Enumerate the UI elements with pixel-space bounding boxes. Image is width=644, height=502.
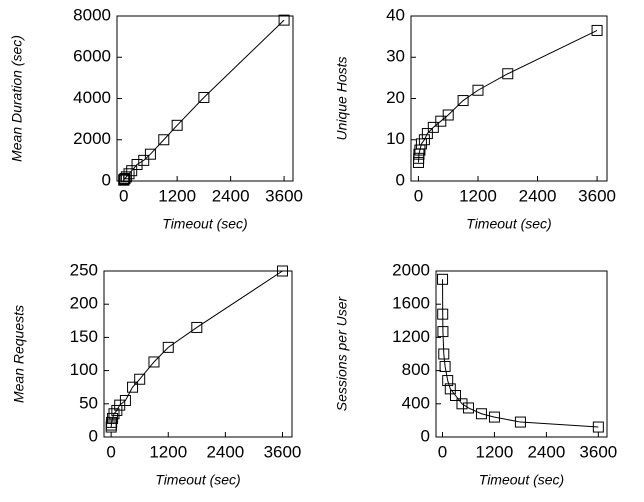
x-tick-label: 0: [119, 186, 128, 205]
x-axis-label: Timeout (sec): [162, 216, 247, 232]
y-tick-label: 8000: [73, 5, 111, 24]
y-axis-label: Unique Hosts: [334, 56, 350, 140]
y-tick-label: 100: [70, 360, 98, 379]
x-axis-label: Timeout (sec): [479, 472, 564, 488]
data-point: [276, 265, 288, 277]
data-point: [442, 375, 454, 387]
x-tick-label: 2400: [527, 442, 565, 461]
data-point: [171, 119, 183, 131]
y-tick-label: 6000: [73, 47, 111, 66]
data-point: [437, 326, 449, 338]
data-point: [144, 148, 156, 160]
y-tick-label: 4000: [73, 88, 111, 107]
data-point: [134, 373, 146, 385]
data-point: [472, 84, 484, 96]
y-tick-label: 2000: [73, 129, 111, 148]
subplot: 0 400 800 1200 1600 2000 0 1200 2400 3600 Timeout …: [334, 260, 618, 487]
y-axis-label: Sessions per User: [334, 295, 350, 411]
data-line: [417, 29, 598, 163]
y-tick-label: 30: [386, 47, 405, 66]
data-line: [110, 270, 283, 428]
subplot: 0 50 100 150 200 250 0 1200 2400 3600 Timeout (sec…: [11, 260, 302, 487]
y-tick-label: 10: [386, 129, 405, 148]
data-point: [438, 348, 450, 360]
x-tick-label: 2400: [519, 186, 557, 205]
plot-frame: [435, 270, 608, 438]
y-tick-label: 1600: [392, 294, 430, 313]
y-tick-label: 0: [89, 426, 98, 445]
x-tick-label: 0: [414, 186, 423, 205]
x-tick-label: 1200: [459, 186, 497, 205]
data-point: [123, 168, 135, 180]
data-point: [514, 416, 526, 428]
data-point: [449, 390, 461, 401]
data-point: [435, 115, 447, 127]
data-point: [108, 408, 120, 420]
data-point: [131, 159, 143, 170]
y-tick-label: 150: [70, 327, 98, 346]
data-point: [127, 381, 139, 393]
data-point: [437, 308, 449, 320]
data-point: [278, 14, 290, 26]
data-point: [158, 134, 170, 146]
x-tick-label: 1200: [476, 442, 514, 461]
y-tick-label: 800: [402, 360, 430, 379]
x-tick-label: 3600: [265, 186, 303, 205]
data-point: [439, 360, 451, 372]
y-tick-label: 200: [70, 294, 98, 313]
data-point: [456, 398, 468, 410]
data-point: [138, 154, 150, 166]
y-axis-label: Mean Requests: [11, 305, 27, 403]
y-tick-label: 0: [396, 170, 405, 189]
data-point: [198, 91, 210, 103]
y-tick-label: 400: [402, 393, 430, 412]
data-line: [123, 19, 285, 181]
data-point: [148, 356, 160, 368]
data-point: [106, 416, 118, 428]
data-point: [418, 134, 430, 146]
data-point: [119, 394, 131, 406]
x-axis-label: Timeout (sec): [155, 472, 240, 488]
data-line: [442, 279, 599, 428]
data-point: [591, 24, 603, 36]
x-tick-label: 3600: [578, 186, 616, 205]
data-point: [442, 109, 454, 121]
x-tick-label: 0: [438, 442, 447, 461]
subplot: 0 2000 4000 6000 8000 0 1200 2400 3600 Timeout (s…: [9, 5, 303, 231]
data-point: [488, 411, 500, 423]
y-tick-label: 0: [421, 426, 430, 445]
data-point: [475, 408, 487, 420]
y-tick-label: 40: [386, 5, 405, 24]
x-tick-label: 1200: [149, 442, 187, 461]
data-point: [502, 68, 514, 80]
y-tick-label: 1200: [392, 327, 430, 346]
y-tick-label: 250: [70, 260, 98, 279]
data-point: [162, 341, 174, 353]
data-point: [437, 273, 449, 285]
data-point: [592, 421, 604, 433]
y-tick-label: 50: [79, 393, 98, 412]
subplot: 0 10 20 30 40 0 1200 2400 3600 Timeout (sec) Uniqu…: [334, 5, 616, 231]
y-tick-label: 0: [102, 170, 111, 189]
x-tick-label: 3600: [264, 442, 302, 461]
data-point: [191, 321, 203, 333]
x-tick-label: 0: [106, 442, 115, 461]
x-axis-label: Timeout (sec): [466, 216, 551, 232]
y-axis-label: Mean Duration (sec): [9, 35, 25, 162]
plot-frame: [410, 15, 608, 182]
data-point: [415, 138, 427, 150]
x-tick-label: 2400: [206, 442, 244, 461]
plot-frame: [103, 270, 293, 438]
x-tick-label: 2400: [212, 186, 250, 205]
data-point: [457, 95, 469, 107]
x-tick-label: 1200: [158, 186, 196, 205]
data-point: [462, 402, 474, 414]
y-tick-label: 2000: [392, 260, 430, 279]
x-tick-label: 3600: [579, 442, 617, 461]
data-point: [421, 128, 433, 140]
y-tick-label: 20: [386, 88, 405, 107]
data-point: [427, 121, 439, 133]
plot-frame: [116, 15, 294, 182]
